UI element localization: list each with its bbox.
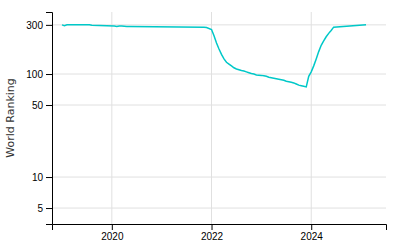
grid-line: [211, 12, 212, 224]
tick: 100: [26, 69, 52, 80]
tick-label: 300: [26, 20, 43, 31]
tick: 300: [26, 20, 52, 31]
tick-mark: [46, 74, 52, 75]
tick-label: 2022: [201, 231, 224, 242]
x-axis: 2020 2022 2024: [53, 224, 387, 242]
tick-label: 2024: [301, 231, 324, 242]
tick: 5: [37, 203, 52, 214]
grid-line: [52, 105, 386, 106]
tick: 50: [32, 100, 52, 111]
marks: [62, 25, 366, 87]
axis-line: [53, 225, 387, 231]
tick-mark: [212, 224, 213, 230]
line: [62, 25, 366, 87]
tick-mark: [46, 105, 52, 106]
tick: 2024: [301, 224, 324, 242]
tick: 2022: [201, 224, 224, 242]
grid-line: [111, 12, 112, 224]
tick-mark: [46, 25, 52, 26]
grid: [52, 12, 386, 224]
tick-label: 10: [32, 172, 44, 183]
tick-label: 5: [37, 203, 43, 214]
grid-line: [311, 12, 312, 224]
tick-mark: [46, 208, 52, 209]
grid-line: [52, 208, 386, 209]
tick: 2020: [101, 224, 124, 242]
tick-label: 100: [26, 69, 43, 80]
grid-line: [52, 177, 386, 178]
tick-mark: [311, 224, 312, 230]
tick: 10: [32, 172, 52, 183]
tick-mark: [46, 177, 52, 178]
axis-line: [46, 13, 53, 225]
y-axis-title: World Ranking: [4, 78, 17, 158]
chart: 2020 2022 2024 5 10 50 100 300 World Ranking: [0, 0, 400, 250]
tick-mark: [112, 224, 113, 230]
tick-label: 50: [32, 100, 44, 111]
tick-label: 2020: [101, 231, 124, 242]
plot: 2020 2022 2024 5 10 50 100 300: [26, 12, 386, 242]
grid-line: [52, 74, 386, 75]
y-axis: 5 10 50 100 300: [26, 13, 52, 225]
